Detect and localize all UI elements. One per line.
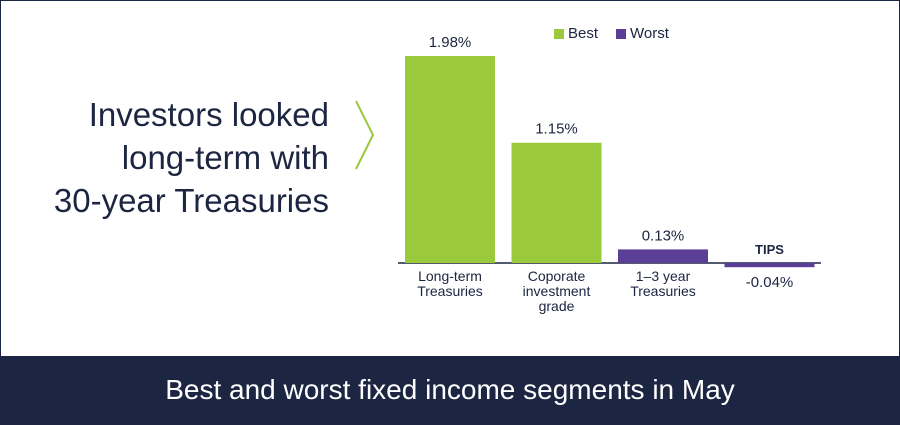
value-label: 1.98%	[429, 34, 472, 51]
legend-label: Worst	[630, 25, 670, 42]
value-label: 0.13%	[642, 227, 685, 244]
headline: Investors looked long-term with 30-year …	[54, 93, 329, 222]
value-label: -0.04%	[746, 274, 794, 291]
category-label: Long-term Treasuries	[417, 268, 483, 299]
headline-line: 30-year Treasuries	[53, 182, 329, 219]
bar	[724, 263, 815, 268]
legend-swatch	[554, 29, 564, 39]
value-label: 1.15%	[535, 121, 578, 138]
chevron	[355, 100, 375, 170]
category-label: TIPS	[755, 242, 784, 257]
headline-line: long-term with	[121, 139, 329, 176]
footer-title: Best and worst fixed income segments in …	[1, 356, 899, 424]
headline-line: Investors looked	[88, 96, 329, 133]
category-label: 1–3 year Treasuries	[630, 268, 696, 299]
bar	[618, 249, 708, 263]
bar	[405, 56, 495, 263]
bar	[511, 142, 602, 263]
legend-label: Best	[568, 25, 599, 42]
chart: Best Worst 1.98% 1.15% 0.13% -0.04%	[355, 25, 821, 291]
category-label: Coporate investment grade	[522, 268, 591, 314]
legend-swatch	[616, 29, 627, 39]
